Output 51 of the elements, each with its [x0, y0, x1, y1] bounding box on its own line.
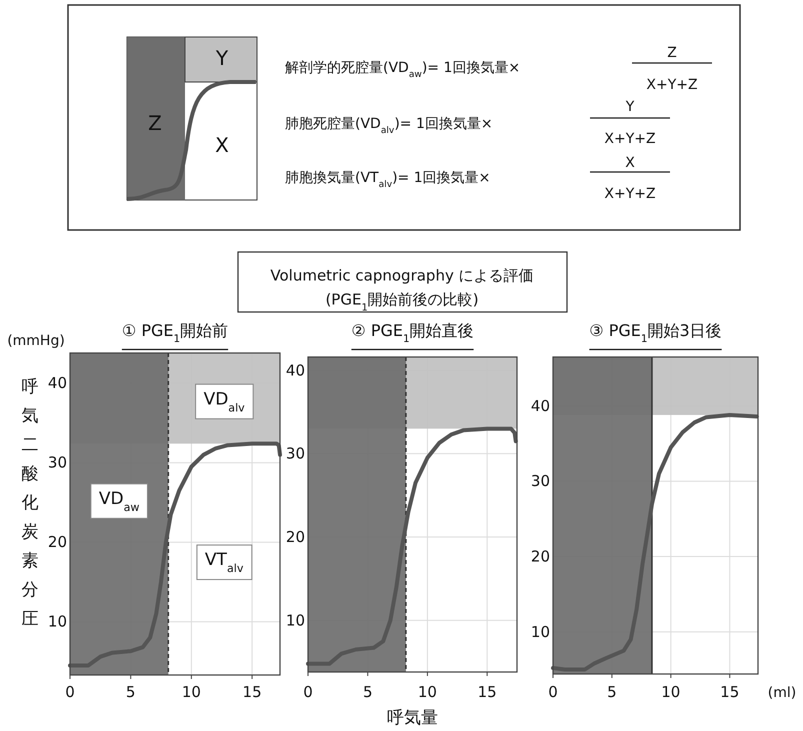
y-tick-label: 40 [286, 361, 305, 380]
y-tick-label: 30 [286, 444, 305, 463]
line-series [551, 413, 759, 672]
text: X+Y+Z [646, 76, 698, 93]
y-tick-label: 20 [48, 533, 67, 552]
text: (ml) [768, 685, 796, 701]
text: X+Y+Z [604, 130, 656, 147]
x-tick-label: 5 [607, 683, 617, 701]
text: 呼気二酸化炭素分圧 [22, 377, 38, 629]
annotation: VT$_{alv}$ [204, 550, 244, 575]
x-tick-label: 0 [65, 683, 75, 701]
chart-title: ③ PGE$_{1}$開始3日後 [589, 321, 722, 345]
text: 肺胞換気量(VT$_{alv}$)= 1回換気量× [285, 170, 490, 190]
x-tick-label: 0 [548, 683, 558, 701]
y-tick-label: 30 [48, 454, 67, 472]
x-tick-label: 15 [720, 683, 740, 701]
text: 肺胞死腔量(VD$_{alv}$)= 1回換気量× [285, 116, 493, 136]
line-series [306, 426, 518, 666]
text: X+Y+Z [604, 186, 656, 202]
y-tick-label: 10 [286, 611, 305, 630]
x-tick-label: 0 [303, 683, 313, 701]
y-tick-label: 10 [48, 612, 67, 631]
text: (PGE$_{1}$開始前後の比較) [325, 290, 479, 313]
y-tick-label: 40 [530, 396, 550, 415]
band-label: VD$_{alv}$ [204, 389, 246, 414]
y-tick-label: 40 [48, 374, 67, 392]
x-tick-label: 10 [661, 683, 680, 701]
text: (mmHg) [7, 333, 65, 349]
y-tick-label: 20 [286, 528, 305, 546]
text: Y [214, 46, 229, 70]
x-tick-label: 10 [418, 683, 437, 701]
line-series [68, 442, 282, 668]
text: X [625, 154, 636, 171]
text: Volumetric capnography による評価 [270, 266, 534, 284]
text: X [215, 133, 230, 157]
chart-title: ② PGE$_{1}$開始直後 [351, 321, 474, 345]
x-tick-label: 5 [126, 683, 136, 701]
chart-title: ① PGE$_{1}$開始前 [122, 321, 228, 345]
x-tick-label: 5 [362, 683, 372, 701]
y-tick-label: 30 [530, 472, 550, 490]
y-tick-label: 10 [530, 622, 550, 641]
x-tick-label: 10 [182, 683, 201, 701]
x-tick-label: 15 [242, 683, 262, 701]
x-axis-title: 呼気量 [387, 708, 438, 728]
text: Y [624, 98, 635, 115]
text: Z [667, 44, 677, 61]
y-tick-label: 20 [530, 548, 550, 566]
text: Z [148, 111, 162, 135]
text: 解剖学的死腔量(VD$_{aw}$)= 1回換気量× [285, 60, 520, 80]
band-label: VD$_{aw}$ [98, 488, 140, 514]
x-tick-label: 15 [478, 683, 497, 701]
